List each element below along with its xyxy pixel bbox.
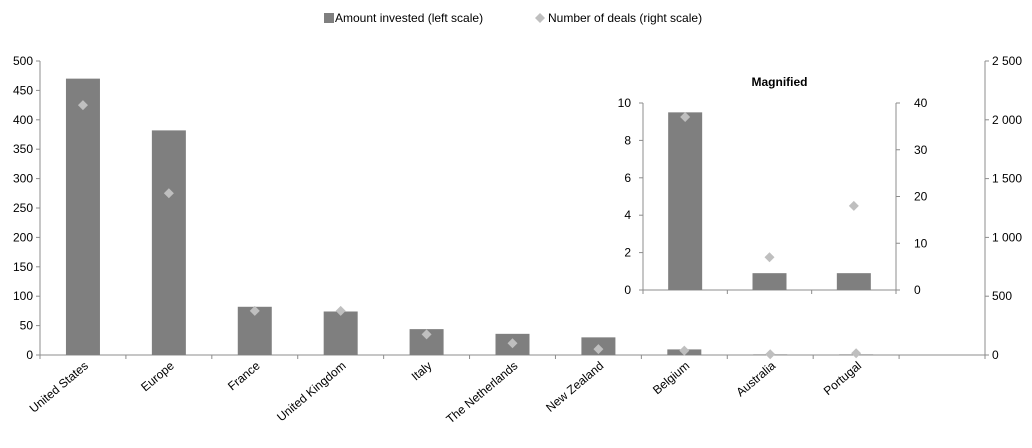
category-label: France (225, 358, 263, 393)
marker-number-of-deals (679, 345, 690, 356)
legend-bar-swatch (324, 13, 334, 23)
bar-amount-invested (65, 78, 100, 355)
marker-number-of-deals (249, 305, 260, 316)
marker-number-of-deals (77, 100, 88, 111)
inset-bar-amount-invested (752, 273, 787, 290)
right-tick-label: 2 000 (992, 113, 1022, 127)
bar-amount-invested (151, 130, 186, 355)
inset-right-tick-label: 0 (914, 283, 921, 297)
marker-number-of-deals (163, 188, 174, 199)
left-tick-label: 250 (13, 201, 33, 215)
marker-number-of-deals (851, 348, 862, 359)
left-tick-label: 350 (13, 142, 33, 156)
inset-left-tick-label: 4 (624, 208, 631, 222)
inset-marker-number-of-deals (680, 112, 691, 123)
inset-left-tick-label: 8 (624, 133, 631, 147)
marker-number-of-deals (507, 338, 518, 349)
right-tick-label: 500 (992, 289, 1012, 303)
category-label: Portugal (821, 359, 864, 398)
marker-number-of-deals (335, 305, 346, 316)
inset-left-tick-label: 6 (624, 171, 631, 185)
inset-right-tick-label: 40 (914, 96, 928, 110)
inset-bar-amount-invested (668, 112, 703, 290)
legend-number-of-deals: Number of deals (right scale) (548, 11, 702, 25)
category-label: The Netherlands (443, 359, 520, 427)
category-label: Belgium (650, 359, 692, 398)
inset-marker-number-of-deals (764, 252, 775, 263)
inset-marker-number-of-deals (848, 200, 859, 211)
inset-right-tick-label: 10 (914, 236, 928, 250)
category-label: Italy (409, 359, 435, 384)
inset-bar-amount-invested (836, 273, 871, 290)
inset-right-tick-label: 30 (914, 143, 928, 157)
inset-left-tick-label: 0 (624, 283, 631, 297)
marker-number-of-deals (765, 349, 776, 360)
category-label: United States (27, 359, 91, 416)
left-tick-label: 0 (26, 348, 33, 362)
left-tick-label: 400 (13, 113, 33, 127)
left-tick-label: 200 (13, 230, 33, 244)
inset-right-tick-label: 20 (914, 190, 928, 204)
right-tick-label: 1 500 (992, 172, 1022, 186)
right-tick-label: 0 (992, 348, 999, 362)
marker-number-of-deals (593, 344, 604, 355)
left-tick-label: 500 (13, 54, 33, 68)
legend-diamond-swatch (535, 13, 545, 23)
left-tick-label: 50 (20, 319, 34, 333)
legend-amount-invested: Amount invested (left scale) (335, 11, 483, 25)
category-label: Europe (138, 358, 177, 394)
left-tick-label: 300 (13, 172, 33, 186)
right-tick-label: 1 000 (992, 230, 1022, 244)
category-label: United Kingdom (274, 359, 348, 425)
inset-left-tick-label: 2 (624, 246, 631, 260)
left-tick-label: 150 (13, 260, 33, 274)
bar-amount-invested (323, 311, 358, 355)
inset-title: Magnified (752, 75, 808, 89)
category-label: Australia (733, 358, 778, 399)
right-tick-label: 2 500 (992, 54, 1022, 68)
left-tick-label: 100 (13, 289, 33, 303)
left-tick-label: 450 (13, 83, 33, 97)
marker-number-of-deals (421, 329, 432, 340)
inset-left-tick-label: 10 (618, 96, 632, 110)
category-label: New Zealand (543, 359, 606, 415)
